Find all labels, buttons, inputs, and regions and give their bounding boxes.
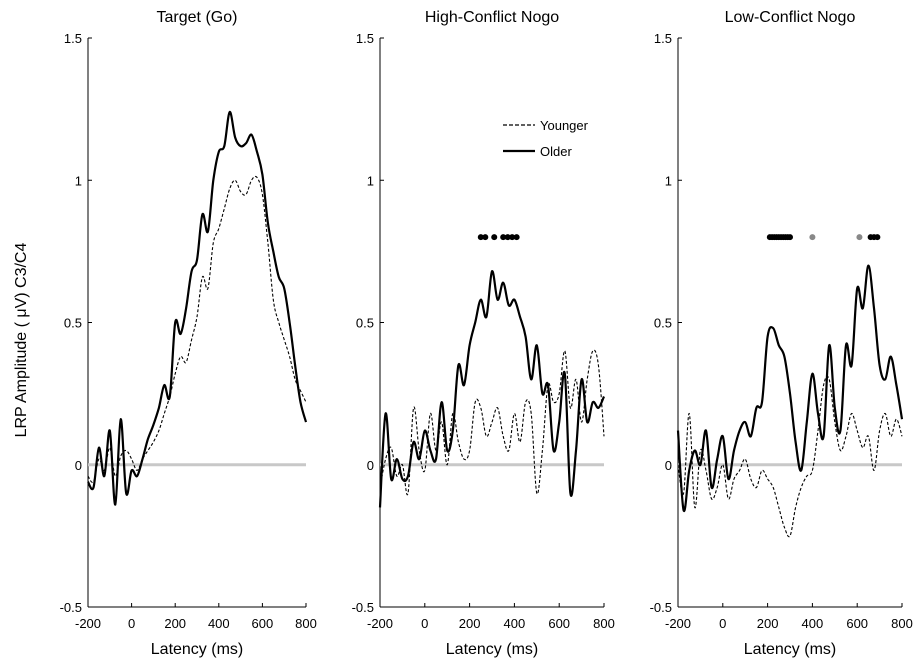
x-tick-label: -200 [75,616,101,631]
x-tick-label: 0 [719,616,726,631]
panel-title: Low-Conflict Nogo [725,9,856,26]
series-line-younger [87,175,307,483]
significance-marker [856,234,863,241]
panel-target-go: -0.5 0 0.5 1 1.5 -200 0 200 400 600 800 [60,31,317,631]
x-tick-label: 800 [593,616,615,631]
significance-marker [513,234,520,241]
x-axis-label: Latency (ms) [446,641,538,658]
y-tick-label: 0 [367,458,374,473]
series-line-younger [379,349,605,496]
x-tick-label: 400 [208,616,230,631]
x-tick-label: -200 [665,616,691,631]
significance-marker [809,234,816,241]
y-tick-label: 1.5 [654,31,672,46]
significance-marker [477,234,484,241]
x-tick-label: -200 [367,616,393,631]
significance-marker [482,234,489,241]
y-tick-label: 0.5 [654,316,672,331]
x-tick-label: 600 [548,616,570,631]
panel-high-conflict-nogo: -0.5 0 0.5 1 1.5 -200 0 200 400 600 800 [352,31,615,631]
legend: Younger Older [503,118,589,159]
series-line-younger [677,375,903,538]
panel-title: Target (Go) [157,9,238,26]
y-tick-label: 0 [665,458,672,473]
legend-label-older: Older [540,144,572,159]
x-axis-label: Latency (ms) [151,641,243,658]
series-line-older [87,110,308,506]
y-tick-label: -0.5 [60,600,82,615]
series-line-older [378,270,606,508]
significance-marker [787,234,793,241]
x-tick-label: 400 [504,616,526,631]
x-axis-label: Latency (ms) [744,641,836,658]
x-tick-label: 400 [802,616,824,631]
x-tick-label: 800 [295,616,317,631]
y-tick-label: 1 [665,173,672,188]
y-tick-label: 1.5 [356,31,374,46]
significance-marker [500,234,507,241]
x-tick-label: 200 [459,616,481,631]
x-tick-label: 200 [757,616,779,631]
y-tick-label: 1 [75,173,82,188]
significance-marker [491,234,498,241]
x-tick-label: 600 [846,616,868,631]
y-tick-label: 0 [75,458,82,473]
x-tick-label: 200 [164,616,186,631]
series-line-older [676,264,904,512]
legend-label-younger: Younger [540,118,589,133]
y-tick-label: 0.5 [64,316,82,331]
x-tick-label: 0 [128,616,135,631]
y-tick-label: 0.5 [356,316,374,331]
y-tick-label: -0.5 [352,600,374,615]
y-tick-label: -0.5 [650,600,672,615]
x-tick-label: 600 [252,616,274,631]
y-tick-label: 1 [367,173,374,188]
x-tick-label: 0 [421,616,428,631]
x-tick-label: 800 [891,616,913,631]
panel-low-conflict-nogo: -0.5 0 0.5 1 1.5 -200 0 200 400 600 800 [650,31,913,631]
y-axis-label: LRP Amplitude ( μV) C3/C4 [13,243,30,438]
panel-title: High-Conflict Nogo [425,9,559,26]
significance-marker [504,234,511,241]
significance-marker [509,234,516,241]
y-tick-label: 1.5 [64,31,82,46]
significance-marker [874,234,881,241]
